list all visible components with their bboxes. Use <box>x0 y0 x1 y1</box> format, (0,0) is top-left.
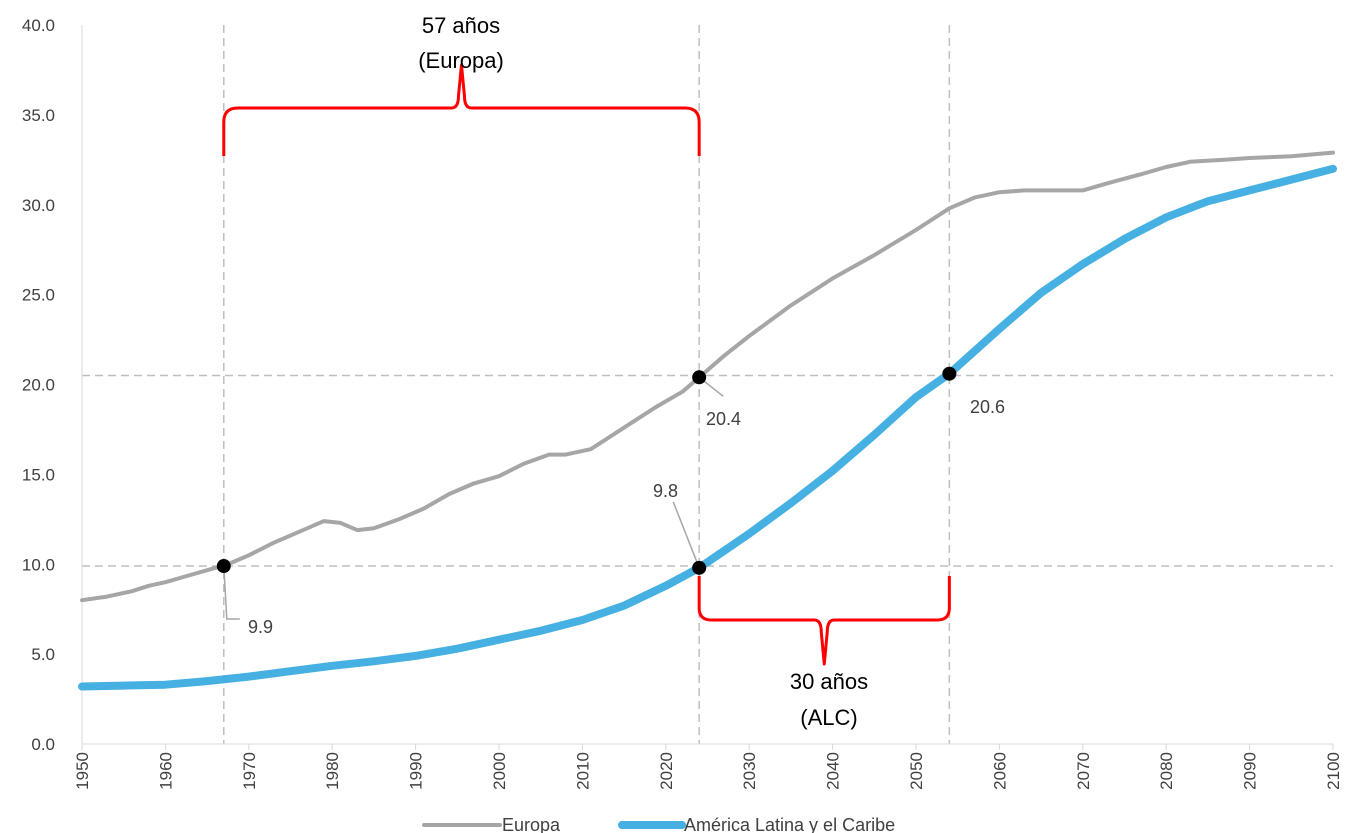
x-tick-label: 2040 <box>824 752 843 790</box>
x-tick-label: 2030 <box>740 752 759 790</box>
y-tick-label: 10.0 <box>22 555 55 574</box>
x-tick-label: 1980 <box>323 752 342 790</box>
braces: 57 años (Europa) 30 años (ALC) <box>222 13 951 730</box>
x-tick-label: 2010 <box>573 752 592 790</box>
legend-label-0: Europa <box>502 815 561 833</box>
x-tick-label: 2060 <box>990 752 1009 790</box>
x-tick-label: 2000 <box>490 752 509 790</box>
y-tick-label: 30.0 <box>22 196 55 215</box>
brace-label-alc-line2: (ALC) <box>800 705 857 730</box>
x-tick-label: 2080 <box>1157 752 1176 790</box>
brace-europa <box>222 63 701 156</box>
x-tick-label: 2020 <box>657 752 676 790</box>
brace-label-europa-line1: 57 años <box>422 13 500 38</box>
x-tick-label: 2070 <box>1074 752 1093 790</box>
brace-label-europa-line2: (Europa) <box>418 48 504 73</box>
x-tick-label: 1960 <box>156 752 175 790</box>
marker-label: 20.6 <box>970 397 1005 417</box>
y-tick-label: 25.0 <box>22 286 55 305</box>
y-tick-label: 15.0 <box>22 465 55 484</box>
data-marker <box>216 559 231 574</box>
y-tick-label: 35.0 <box>22 106 55 125</box>
marker-label: 9.8 <box>653 481 678 501</box>
series-line-0 <box>80 150 1335 603</box>
y-tick-label: 20.0 <box>22 376 55 395</box>
y-tick-label: 0.0 <box>31 735 55 754</box>
y-tick-label: 40.0 <box>22 16 55 35</box>
y-tick-label: 5.0 <box>31 645 55 664</box>
data-marker <box>692 560 707 575</box>
marker-label: 9.9 <box>248 617 273 637</box>
marker-leader-line <box>672 501 700 569</box>
marker-label: 20.4 <box>706 409 741 429</box>
x-tick-label: 2100 <box>1324 752 1343 790</box>
brace-alc <box>697 576 951 666</box>
axes: 0.0 5.0 10.0 15.0 20.0 25.0 30.0 35.0 40.0 1950 19… <box>22 16 1343 790</box>
data-marker <box>942 366 957 381</box>
data-marker <box>692 370 707 385</box>
x-tick-label: 2090 <box>1241 752 1260 790</box>
x-tick-label: 1970 <box>240 752 259 790</box>
legend: Europa América Latina y el Caribe <box>422 815 895 833</box>
x-tick-label: 2050 <box>907 752 926 790</box>
legend-label-1: América Latina y el Caribe <box>684 815 895 833</box>
data-markers: 9.9 20.4 9.8 20.6 <box>216 366 1005 637</box>
marker-leader-line <box>223 565 240 620</box>
x-tick-label: 1990 <box>407 752 426 790</box>
brace-label-alc-line1: 30 años <box>790 669 868 694</box>
x-tick-label: 1950 <box>73 752 92 790</box>
